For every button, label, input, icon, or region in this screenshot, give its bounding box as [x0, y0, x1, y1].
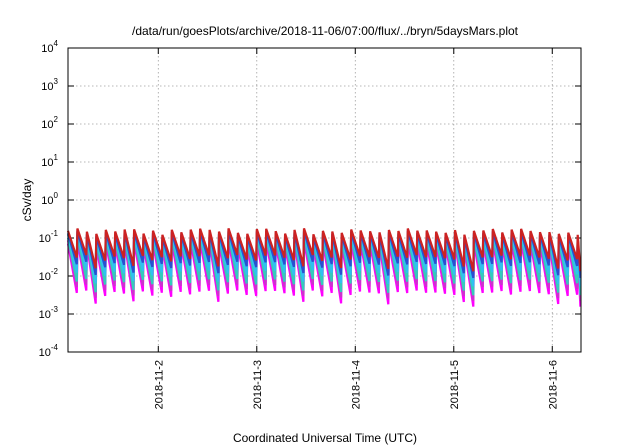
y-tick-label: 104 — [41, 39, 58, 55]
y-tick-exp: -4 — [51, 343, 59, 352]
chart-title: /data/run/goesPlots/archive/2018-11-06/0… — [132, 24, 519, 38]
x-tick-marks — [157, 48, 553, 352]
y-tick-base: 10 — [41, 119, 53, 131]
y-tick-exp: 2 — [54, 115, 59, 124]
y-tick-label: 103 — [41, 77, 58, 93]
y-tick-base: 10 — [39, 347, 51, 359]
y-axis-label: cSv/day — [20, 179, 34, 222]
x-tick-label: 2018-11-4 — [350, 360, 362, 409]
y-tick-label: 10-2 — [39, 267, 59, 283]
y-tick-exp: 1 — [54, 153, 59, 162]
y-tick-exp: 0 — [54, 191, 59, 200]
y-tick-base: 10 — [41, 43, 53, 55]
x-axis-label: Coordinated Universal Time (UTC) — [233, 431, 417, 445]
plot-frame — [67, 47, 582, 353]
x-tick-labels: 2018-11-2 2018-11-3 2018-11-4 2018-11-5 2018… — [153, 360, 559, 409]
y-tick-base: 10 — [41, 195, 53, 207]
grid-lines — [68, 48, 581, 352]
x-tick-label: 2018-11-3 — [252, 360, 264, 409]
x-tick-label: 2018-11-2 — [153, 360, 165, 409]
y-tick-label: 101 — [41, 153, 58, 169]
series-group — [66, 228, 582, 307]
y-tick-base: 10 — [39, 309, 51, 321]
y-tick-exp: 3 — [54, 77, 59, 86]
y-tick-exp: -3 — [51, 305, 59, 314]
x-tick-label: 2018-11-5 — [449, 360, 461, 409]
y-tick-exp: 4 — [54, 39, 59, 48]
series-line-6 — [66, 228, 582, 272]
y-tick-base: 10 — [39, 271, 51, 283]
y-tick-label: 100 — [41, 191, 58, 207]
y-tick-label: 10-1 — [39, 229, 59, 245]
x-tick-label: 2018-11-6 — [547, 360, 559, 409]
y-tick-label: 102 — [41, 115, 58, 131]
y-tick-base: 10 — [41, 81, 53, 93]
y-tick-base: 10 — [41, 157, 53, 169]
y-tick-label: 10-4 — [39, 343, 59, 359]
y-tick-base: 10 — [39, 233, 51, 245]
y-tick-exp: -1 — [51, 229, 59, 238]
y-tick-exp: -2 — [51, 267, 59, 276]
y-tick-label: 10-3 — [39, 305, 59, 321]
